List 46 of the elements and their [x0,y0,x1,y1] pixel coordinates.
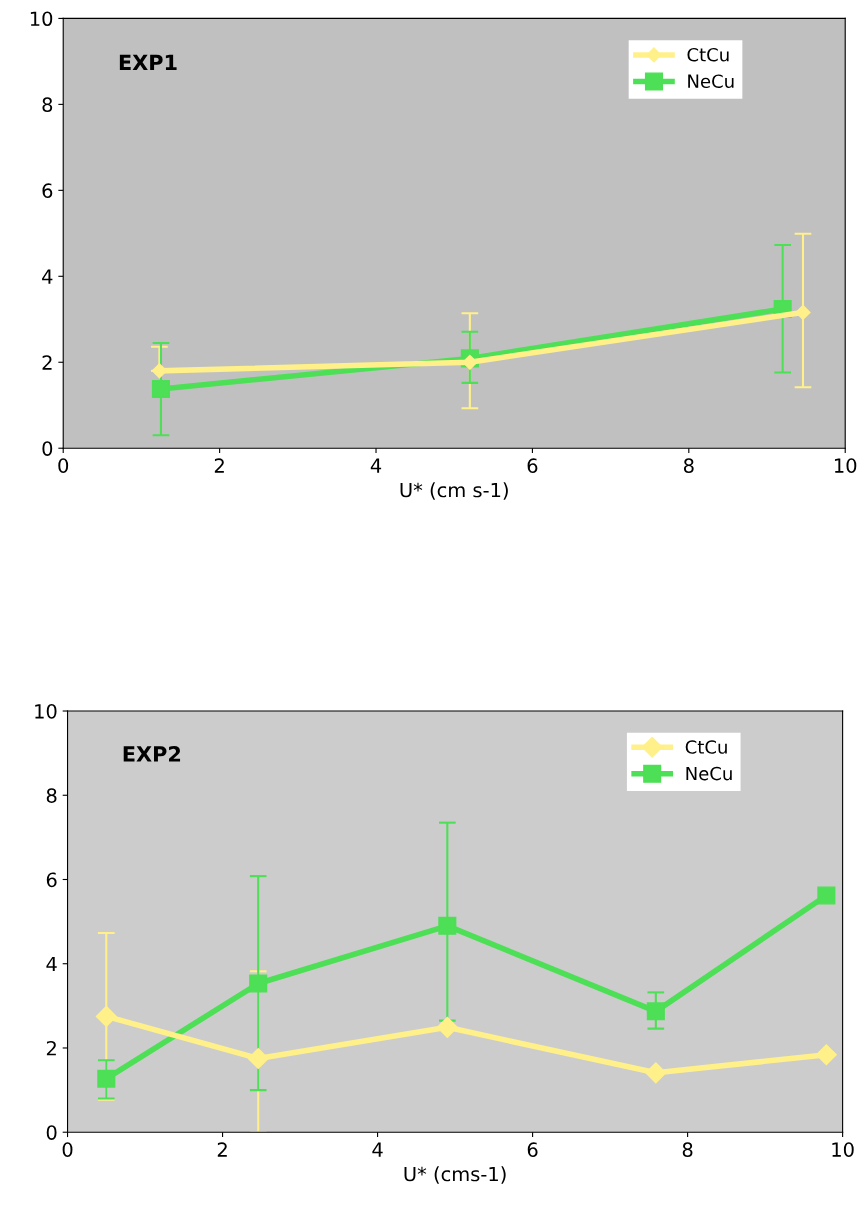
x-tick-label: 4 [370,458,382,473]
y-tick-label: 4 [46,956,57,972]
legend-label: NeCu [688,74,734,89]
y-tick-label: 8 [46,788,57,803]
point [97,1069,116,1088]
x-tick-label: 2 [214,458,224,473]
legend-label: NeCu [686,766,732,781]
x-tick-label: 0 [62,1142,73,1157]
x-axis-title: U* (cm s-1) [400,482,508,500]
annotation: EXP1 [119,54,177,70]
x-tick-label: 4 [372,1142,383,1157]
y-tick-label: 4 [42,269,53,284]
x-tick-label: 6 [527,458,538,473]
point [646,1002,665,1021]
x-tick-label: 2 [217,1142,227,1157]
annotation: EXP2 [123,746,181,762]
point [151,379,170,398]
y-tick-label: 6 [46,872,57,888]
x-tick-label: 8 [682,1142,693,1157]
point [247,1047,269,1070]
x-tick-label: 10 [834,458,857,473]
y-tick-label: 8 [42,97,53,113]
point [645,1062,667,1084]
y-tick-label: 2 [46,1040,56,1056]
point [438,916,457,935]
y-tick-label: 10 [30,11,53,27]
y-tick-label: 6 [42,183,53,198]
point [817,886,836,905]
y-tick-label: 2 [42,355,52,370]
point [462,354,478,370]
point [249,974,268,993]
x-tick-label: 6 [527,1142,538,1157]
x-axis-title: U* (cms-1) [404,1166,506,1184]
point [436,1016,458,1038]
point [151,363,167,379]
y-tick-label: 0 [46,1125,57,1140]
y-tick-label: 0 [42,441,53,456]
x-tick-label: 0 [58,458,69,473]
point [815,1044,837,1066]
point [95,1005,117,1027]
legend-label: CtCu [687,47,729,62]
point [795,304,811,320]
x-tick-label: 10 [832,1142,854,1157]
y-tick-label: 10 [35,703,57,719]
legend-label: CtCu [685,740,727,754]
x-tick-label: 8 [683,458,694,473]
